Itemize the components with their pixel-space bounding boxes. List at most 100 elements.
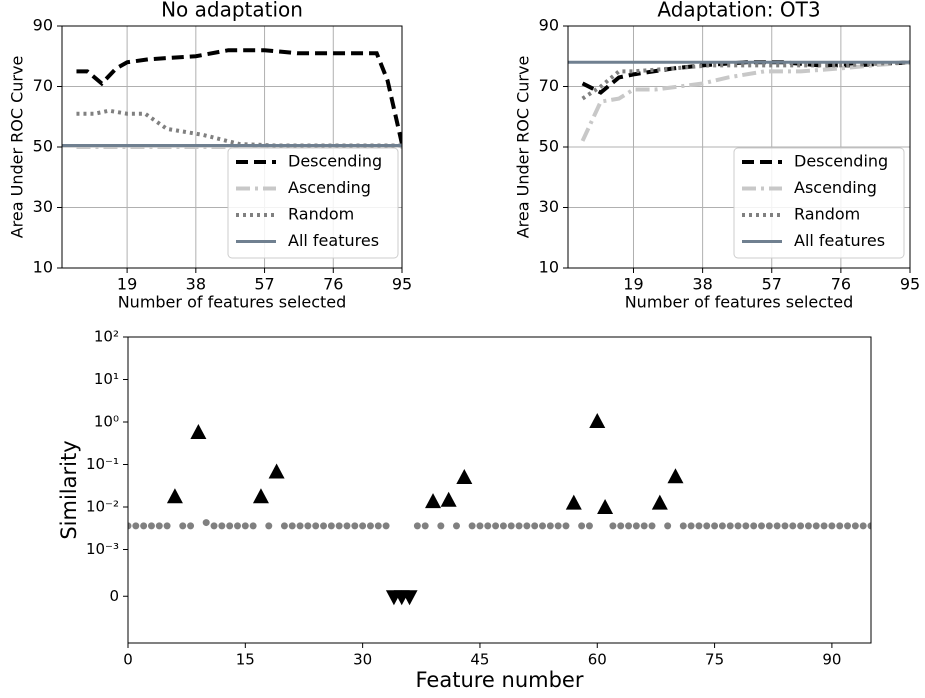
point (440, 491, 457, 507)
point (812, 522, 820, 530)
x-axis-label: Feature number (416, 668, 584, 692)
point (128, 522, 132, 530)
plot-area (62, 48, 402, 149)
x-tick-label: 57 (762, 275, 782, 294)
legend-label: Descending (794, 152, 888, 171)
point (851, 522, 859, 530)
point (327, 522, 335, 530)
series-line (76, 108, 402, 148)
y-tick-label: 10¹ (94, 370, 119, 388)
legend-label: All features (288, 231, 379, 250)
point (632, 522, 640, 530)
point (296, 522, 304, 530)
y-tick-label: 70 (33, 76, 53, 95)
point (476, 522, 484, 530)
point (413, 522, 421, 530)
point (578, 522, 586, 530)
point (531, 522, 539, 530)
point (609, 522, 617, 530)
point (554, 522, 562, 530)
plot-area (128, 413, 871, 606)
y-axis-label: Area Under ROC Curve (514, 56, 533, 239)
point (147, 522, 155, 530)
point (679, 522, 687, 530)
point (226, 522, 234, 530)
legend-label: All features (794, 231, 885, 250)
point (343, 522, 351, 530)
point (617, 522, 625, 530)
legend-box (733, 147, 905, 259)
legend-label: Ascending (794, 178, 877, 197)
y-tick-label: 10 (539, 258, 559, 277)
point (166, 488, 183, 504)
x-tick-label: 38 (692, 275, 712, 294)
y-tick-label: 90 (539, 16, 559, 35)
point (758, 522, 766, 530)
point (742, 522, 750, 530)
x-tick-label: 19 (117, 275, 137, 294)
chart-title: No adaptation (161, 0, 303, 22)
point (597, 498, 614, 514)
point (456, 469, 473, 485)
y-tick-label: 10 (33, 258, 53, 277)
point (546, 522, 554, 530)
point (265, 522, 273, 530)
point (562, 522, 570, 530)
point (828, 522, 836, 530)
point (484, 522, 492, 530)
x-tick-label: 95 (900, 275, 920, 294)
point (202, 519, 210, 527)
x-tick-label: 60 (588, 651, 607, 669)
point (539, 522, 547, 530)
y-tick-label: 50 (33, 137, 53, 156)
legend-label: Random (794, 205, 860, 224)
point (241, 522, 249, 530)
point (687, 522, 695, 530)
point (268, 463, 285, 479)
point (179, 522, 187, 530)
y-tick-label: 30 (539, 197, 559, 216)
point (492, 522, 500, 530)
point (804, 522, 812, 530)
x-tick-label: 15 (236, 651, 255, 669)
chart-title: Adaptation: OT3 (657, 0, 820, 22)
y-tick-label: 10⁻² (86, 498, 119, 516)
legend-label: Random (288, 205, 354, 224)
y-tick-label: 10² (94, 328, 119, 346)
series-line (581, 60, 910, 101)
point (335, 522, 343, 530)
x-axis-label: Number of features selected (625, 293, 854, 312)
x-tick-label: 38 (186, 275, 206, 294)
point (499, 522, 507, 530)
point (648, 522, 656, 530)
axes-frame (127, 336, 872, 644)
point (437, 522, 445, 530)
point (452, 522, 460, 530)
y-axis-label: Similarity (57, 440, 81, 539)
point (280, 522, 288, 530)
point (836, 522, 844, 530)
point (359, 522, 367, 530)
point (664, 522, 672, 530)
point (797, 522, 805, 530)
point (515, 522, 523, 530)
point (190, 424, 207, 440)
point (288, 522, 296, 530)
axes-frame (61, 25, 403, 269)
point (859, 522, 867, 530)
point (233, 522, 241, 530)
point (366, 522, 374, 530)
point (312, 522, 320, 530)
point (765, 522, 773, 530)
x-tick-label: 76 (831, 275, 851, 294)
point (651, 494, 668, 510)
x-tick-label: 76 (323, 275, 343, 294)
x-tick-label: 95 (392, 275, 412, 294)
y-axis-label: Area Under ROC Curve (8, 56, 27, 239)
series-line (580, 60, 910, 142)
point (695, 522, 703, 530)
point (565, 494, 582, 510)
point (703, 522, 711, 530)
